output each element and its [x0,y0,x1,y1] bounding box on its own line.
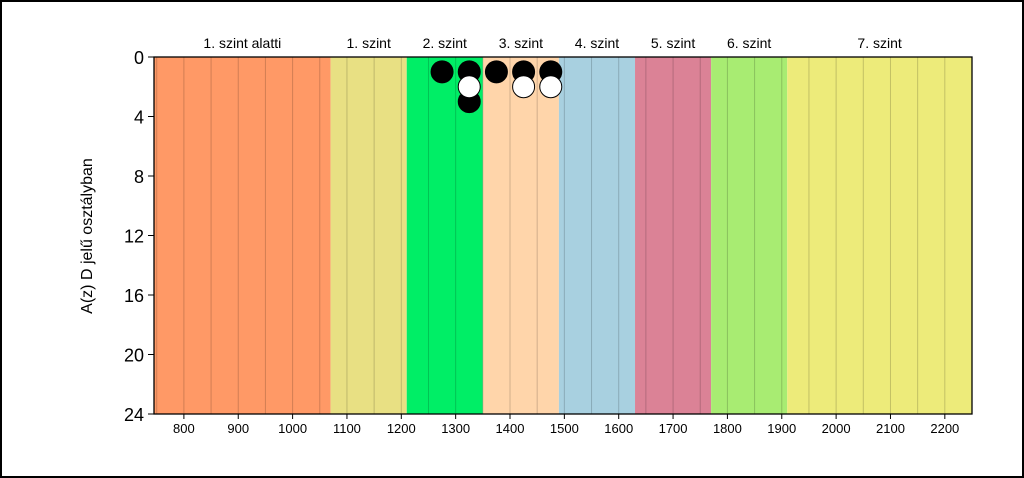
x-tick-label: 2000 [822,421,851,436]
x-tick-label: 2100 [876,421,905,436]
band-label-7: 6. szint [727,35,771,51]
band-label-5: 4. szint [575,35,619,51]
band-label-8: 7. szint [857,35,901,51]
x-tick-label: 1400 [496,421,525,436]
data-point-series-2 [539,75,563,99]
band-7 [711,57,788,414]
x-tick-label: 1600 [604,421,633,436]
x-tick-label: 800 [173,421,195,436]
x-tick-label: 1500 [550,421,579,436]
y-tick-label: 4 [134,108,144,128]
data-point-series-1 [430,60,454,84]
x-tick-label: 1800 [713,421,742,436]
data-point-series-2 [512,75,536,99]
band-2 [330,57,407,414]
band-1 [154,57,331,414]
x-tick-label: 1900 [767,421,796,436]
band-label-1: 1. szint alatti [203,35,281,51]
y-tick-label: 12 [124,227,144,247]
band-8 [787,57,972,414]
y-tick-label: 16 [124,286,144,306]
y-tick-label: 20 [124,346,144,366]
band-label-6: 5. szint [651,35,695,51]
x-tick-label: 900 [227,421,249,436]
x-tick-label: 1300 [441,421,470,436]
x-tick-label: 1200 [387,421,416,436]
data-point-series-1 [484,60,508,84]
y-axis-label: A(z) D jelű osztályban [79,158,96,314]
band-3 [406,57,483,414]
y-tick-label: 8 [134,167,144,187]
y-tick-label: 0 [134,48,144,68]
band-label-4: 3. szint [499,35,543,51]
band-6 [635,57,712,414]
x-tick-label: 2200 [930,421,959,436]
x-tick-label: 1700 [659,421,688,436]
x-tick-label: 1000 [278,421,307,436]
x-tick-label: 1100 [333,421,361,436]
band-label-3: 2. szint [423,35,467,51]
band-4 [482,57,559,414]
y-tick-label: 24 [124,405,144,425]
data-point-series-2 [457,75,481,99]
band-5 [558,57,636,414]
band-label-2: 1. szint [347,35,391,51]
